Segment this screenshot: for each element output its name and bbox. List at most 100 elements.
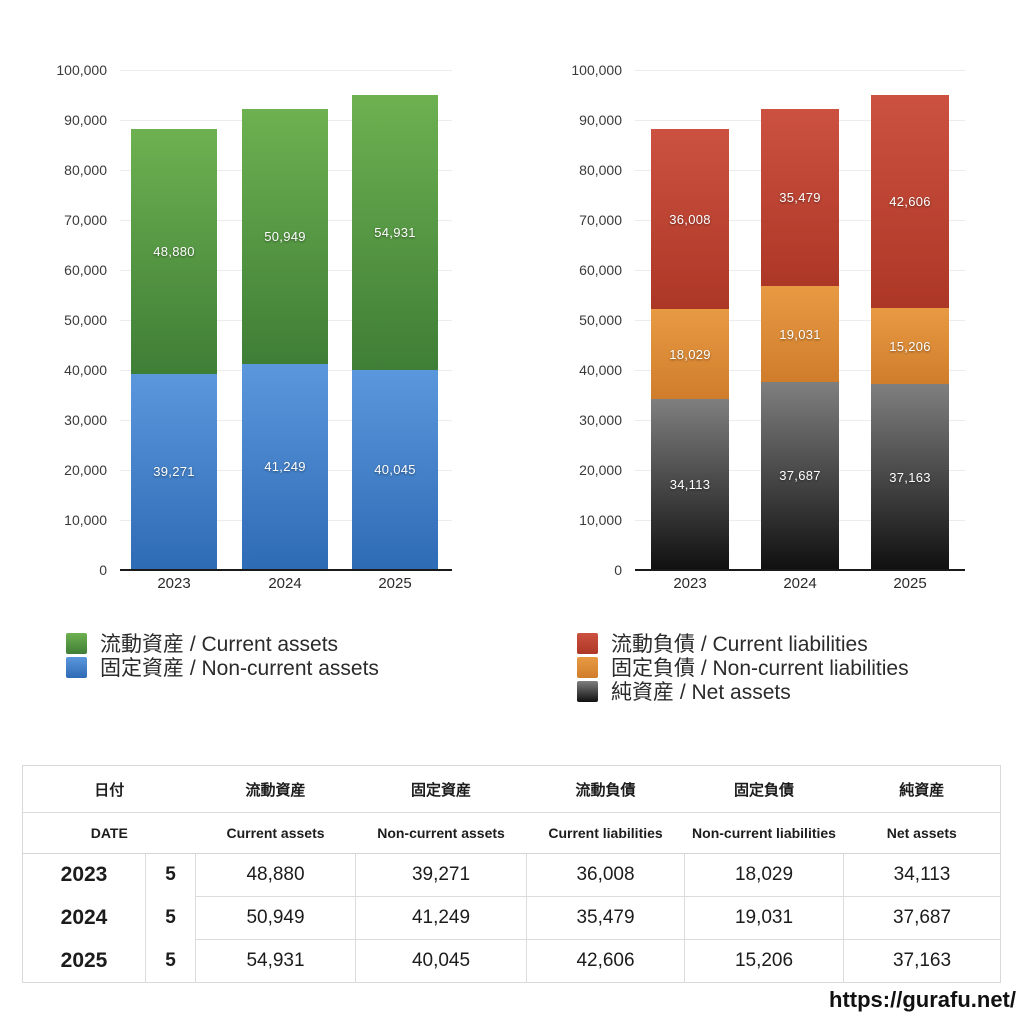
bar-segment: 37,163 <box>871 384 949 570</box>
y-tick-label: 0 <box>99 562 107 578</box>
value-cell: 37,163 <box>843 939 1001 983</box>
value-cell: 48,880 <box>195 853 356 897</box>
bar-value-label: 40,045 <box>374 462 416 478</box>
bar-value-label: 37,687 <box>779 468 821 484</box>
table-header-cell: 固定負債 <box>684 765 844 813</box>
bar-segment: 36,008 <box>651 129 729 310</box>
y-tick-label: 20,000 <box>64 462 107 478</box>
table-row: 2023 5 48,880 39,271 36,008 18,029 34,113 <box>23 853 1001 897</box>
bar-segment: 34,113 <box>651 399 729 570</box>
legend-row: 純資産 / Net assets <box>577 679 909 704</box>
value-cell: 54,931 <box>195 939 356 983</box>
y-tick-label: 10,000 <box>64 512 107 528</box>
y-tick-label: 60,000 <box>579 262 622 278</box>
value-cell: 35,479 <box>526 896 685 940</box>
bar-value-label: 50,949 <box>264 228 306 244</box>
table-header-cell: Non-current liabilities <box>684 812 844 854</box>
table-row: 2025 5 54,931 40,045 42,606 15,206 37,163 <box>23 939 1001 983</box>
value-cell: 34,113 <box>843 853 1001 897</box>
bar-segment: 15,206 <box>871 308 949 385</box>
assets-legend: 流動資産 / Current assets 固定資産 / Non-current … <box>66 631 379 680</box>
y-tick-label: 30,000 <box>579 412 622 428</box>
table-header-cell: 固定資産 <box>355 765 527 813</box>
x-category-label: 2023 <box>673 575 707 592</box>
table-header-cell: 純資産 <box>843 765 1001 813</box>
bar-value-label: 41,249 <box>264 459 306 475</box>
legend-row: 流動資産 / Current assets <box>66 631 379 656</box>
y-tick-label: 100,000 <box>56 62 107 78</box>
y-tick-label: 50,000 <box>64 312 107 328</box>
x-category-label: 2024 <box>268 575 302 592</box>
legend-label: 純資産 / Net assets <box>611 681 791 704</box>
assets-chart: 0 10,000 20,000 30,000 40,000 50,000 60,000 70,… <box>56 62 452 592</box>
legend-row: 固定負債 / Non-current liabilities <box>577 655 909 680</box>
y-tick-label: 40,000 <box>64 362 107 378</box>
table-header-cell: Net assets <box>843 812 1001 854</box>
x-axis-line <box>635 569 965 571</box>
legend-label: 流動資産 / Current assets <box>100 633 339 656</box>
bar-segment: 42,606 <box>871 95 949 309</box>
y-tick-label: 0 <box>614 562 622 578</box>
bar-value-label: 36,008 <box>669 211 711 227</box>
table-row: 2024 5 50,949 41,249 35,479 19,031 37,687 <box>23 896 1001 940</box>
table-header-cell: 日付 <box>22 765 196 813</box>
y-tick-label: 70,000 <box>64 212 107 228</box>
bar-value-label: 54,931 <box>374 224 416 240</box>
bar-segment: 41,249 <box>242 363 328 570</box>
table-header-cell: Non-current assets <box>355 812 527 854</box>
bar-segment: 50,949 <box>242 109 328 364</box>
table-header-cell: DATE <box>22 812 196 854</box>
table-header-cell: Current assets <box>195 812 356 854</box>
legend-swatch <box>66 632 87 654</box>
table-header-cell: 流動負債 <box>526 765 685 813</box>
balance-data-table: 日付 流動資産 固定資産 流動負債 固定負債 純資産 DATE Current assets N… <box>22 765 1002 983</box>
y-tick-label: 70,000 <box>579 212 622 228</box>
bar-segment: 48,880 <box>131 129 217 374</box>
y-tick-label: 90,000 <box>579 112 622 128</box>
y-tick-label: 40,000 <box>579 362 622 378</box>
liabilities-chart: 0 10,000 20,000 30,000 40,000 50,000 60,000 70,… <box>571 62 965 592</box>
legend-swatch <box>577 632 598 654</box>
bar-value-label: 35,479 <box>779 190 821 206</box>
value-cell: 42,606 <box>526 939 685 983</box>
bar-value-label: 42,606 <box>889 194 931 210</box>
table-header-cell: 流動資産 <box>195 765 356 813</box>
y-tick-label: 100,000 <box>571 62 622 78</box>
value-cell: 37,687 <box>843 896 1001 940</box>
value-cell: 36,008 <box>526 853 685 897</box>
month-cell: 5 <box>144 896 196 940</box>
y-tick-label: 30,000 <box>64 412 107 428</box>
bar-segment: 37,687 <box>761 381 839 570</box>
y-tick-label: 20,000 <box>579 462 622 478</box>
bar-segment: 19,031 <box>761 286 839 382</box>
y-tick-label: 80,000 <box>579 162 622 178</box>
legend-swatch <box>577 656 598 678</box>
x-category-label: 2023 <box>157 575 191 592</box>
value-cell: 19,031 <box>684 896 844 940</box>
table-header-row-en: DATE Current assets Non-current assets Curr… <box>22 812 1001 854</box>
bar-segment: 39,271 <box>131 373 217 570</box>
value-cell: 39,271 <box>355 853 527 897</box>
month-cell: 5 <box>144 853 196 897</box>
year-cell: 2024 <box>60 906 108 929</box>
bar-value-label: 15,206 <box>889 338 931 354</box>
y-tick-label: 90,000 <box>64 112 107 128</box>
bar-segment: 40,045 <box>352 369 438 570</box>
y-tick-label: 10,000 <box>579 512 622 528</box>
bar-value-label: 34,113 <box>669 477 711 493</box>
legend-label: 固定負債 / Non-current liabilities <box>611 657 909 680</box>
legend-label: 流動負債 / Current liabilities <box>611 633 868 656</box>
value-cell: 40,045 <box>355 939 527 983</box>
year-cell: 2023 <box>60 863 108 887</box>
bar-value-label: 48,880 <box>153 243 195 259</box>
value-cell: 50,949 <box>195 896 356 940</box>
liabilities-legend: 流動負債 / Current liabilities 固定負債 / Non-cur… <box>577 631 909 704</box>
month-cell: 5 <box>144 939 196 983</box>
value-cell: 18,029 <box>684 853 844 897</box>
gridline <box>635 69 965 71</box>
legend-row: 流動負債 / Current liabilities <box>577 631 909 656</box>
table-header-cell: Current liabilities <box>526 812 685 854</box>
legend-label: 固定資産 / Non-current assets <box>100 657 379 680</box>
y-tick-label: 80,000 <box>64 162 107 178</box>
